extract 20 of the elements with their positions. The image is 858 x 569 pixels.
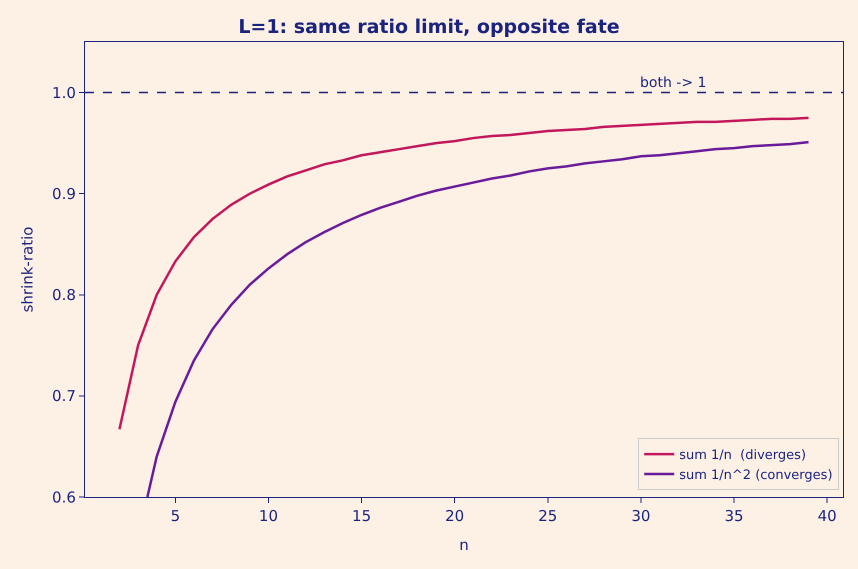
x-tick-label: 30 <box>631 507 650 526</box>
y-tick-label: 0.8 <box>52 286 76 304</box>
x-axis-title: n <box>459 536 469 554</box>
y-tick-label: 0.7 <box>52 387 76 406</box>
x-tick-label: 15 <box>352 507 372 526</box>
x-tick-label: 10 <box>258 507 278 526</box>
legend-label: sum 1/n (diverges) <box>679 448 806 464</box>
x-tick-label: 35 <box>724 507 744 526</box>
line-series <box>118 116 810 431</box>
y-tick-label: 1.0 <box>52 84 76 102</box>
chart-title: L=1: same ratio limit, opposite fate <box>238 16 620 38</box>
x-tick-label: 40 <box>818 507 837 526</box>
x-tick-label: 20 <box>445 507 464 526</box>
legend-label: sum 1/n^2 (converges) <box>679 468 833 484</box>
y-tick-label: 0.6 <box>52 488 76 506</box>
x-tick-label: 5 <box>170 507 180 526</box>
x-tick-label: 25 <box>538 507 558 526</box>
y-axis-title: shrink-ratio <box>18 226 36 312</box>
y-tick-label: 0.9 <box>52 184 76 203</box>
ref-line-label: both -> 1 <box>640 75 706 91</box>
